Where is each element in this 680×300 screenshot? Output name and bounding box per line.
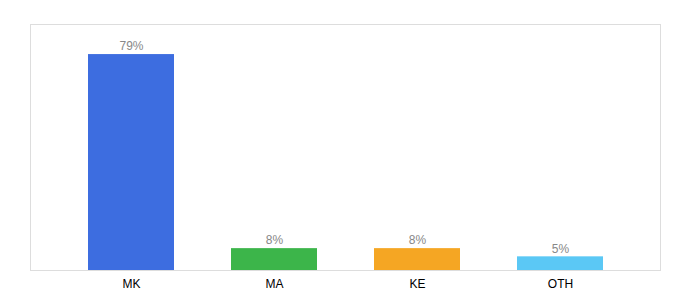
svg-text:8%: 8% (266, 233, 284, 247)
svg-text:OTH: OTH (548, 277, 573, 291)
svg-text:8%: 8% (409, 233, 427, 247)
svg-text:MK: MK (123, 277, 141, 291)
svg-text:KE: KE (409, 277, 425, 291)
svg-text:79%: 79% (119, 39, 143, 53)
svg-text:MA: MA (266, 277, 284, 291)
svg-text:5%: 5% (552, 242, 570, 256)
